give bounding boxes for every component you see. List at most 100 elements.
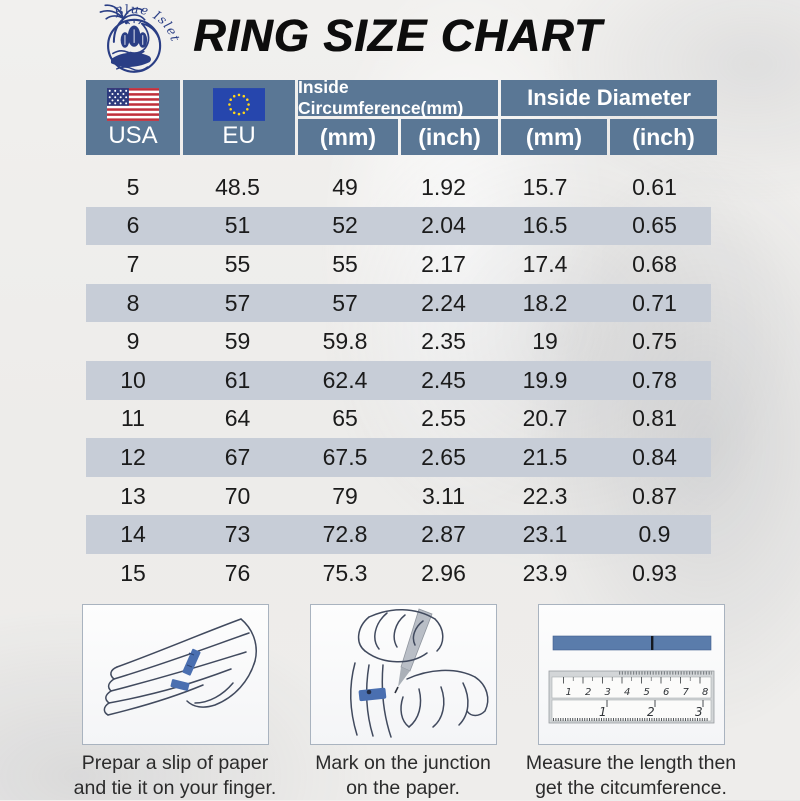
column-header-usa: USA (86, 80, 180, 155)
table-cell: 0.93 (632, 559, 677, 586)
table-cell: 2.24 (395, 283, 492, 323)
instruction-caption-3: Measure the length then get the citcumfe… (516, 751, 746, 801)
table-cell: 11 (121, 405, 145, 432)
table-cell: 16.5 (492, 206, 598, 246)
table-cell: 79 (332, 482, 358, 509)
pen (394, 608, 433, 694)
mark-paper-illustration (349, 608, 489, 738)
group-header-diameter: Inside Diameter (mm) (inch) (501, 80, 717, 155)
column-header-circ-mm: (mm) (298, 119, 398, 155)
table-row: 8 57 57 2.24 18.2 0.71 (86, 283, 711, 323)
table-cell: 14 (86, 515, 180, 554)
table-cell: 0.84 (598, 438, 711, 477)
table-cell: 67.5 (295, 438, 395, 477)
svg-text:1: 1 (599, 705, 607, 719)
table-cell: 2.65 (395, 438, 492, 477)
table-cell: 59.8 (322, 328, 368, 355)
table-cell: 62.4 (295, 360, 395, 400)
svg-text:2: 2 (585, 687, 591, 698)
table-row: 10 61 62.4 2.45 19.9 0.78 (86, 360, 711, 400)
table-cell: 2.35 (421, 328, 466, 355)
table-cell: 13 (120, 482, 146, 509)
instruction-step-1 (82, 604, 269, 745)
column-header-circ-inch: (inch) (401, 119, 498, 155)
table-row: 13 70 79 3.11 22.3 0.87 (86, 477, 711, 516)
table-row: 5 48.5 49 1.92 15.7 0.61 (86, 168, 711, 207)
hand-with-paper-illustration (103, 618, 257, 716)
table-cell: 49 (332, 173, 358, 200)
us-flag-icon (107, 87, 159, 121)
table-row: 11 64 65 2.55 20.7 0.81 (86, 400, 711, 439)
table-cell: 59 (224, 328, 251, 355)
eu-label: EU (222, 121, 256, 149)
table-cell: 3.11 (421, 482, 466, 509)
table-cell: 61 (180, 360, 295, 400)
usa-label: USA (108, 121, 158, 149)
caption-line: and tie it on your finger. (73, 777, 277, 799)
paper-strip-marked (358, 687, 387, 702)
svg-text:2: 2 (647, 705, 655, 719)
table-cell: 65 (332, 405, 358, 432)
table-cell: 2.17 (421, 250, 466, 277)
table-cell: 48.5 (215, 173, 260, 200)
table-cell: 23.1 (492, 515, 598, 554)
table-cell: 19.9 (492, 360, 598, 400)
table-cell: 0.61 (632, 173, 677, 200)
table-cell: 20.7 (522, 405, 568, 432)
table-cell: 51 (180, 206, 295, 246)
eu-flag-icon (213, 87, 265, 121)
instruction-caption-1: Prepar a slip of paper and tie it on you… (60, 751, 290, 801)
table-row: 9 59 59.8 2.35 19 0.75 (86, 322, 711, 361)
svg-text:5: 5 (644, 687, 650, 698)
table-cell: 15.7 (522, 173, 568, 200)
diameter-group-title: Inside Diameter (501, 80, 717, 116)
table-row: 15 76 75.3 2.96 23.9 0.93 (86, 554, 711, 593)
table-cell: 67 (180, 438, 295, 477)
table-cell: 76 (224, 559, 251, 586)
table-cell: 0.78 (598, 360, 711, 400)
table-cell: 0.68 (632, 250, 677, 277)
table-cell: 2.55 (421, 405, 466, 432)
table-cell: 57 (295, 283, 395, 323)
table-cell: 55 (224, 250, 251, 277)
table-cell: 18.2 (492, 283, 598, 323)
table-cell: 21.5 (492, 438, 598, 477)
table-cell: 22.3 (522, 482, 568, 509)
table-row: 14 73 72.8 2.87 23.1 0.9 (86, 515, 711, 554)
column-header-diam-inch: (inch) (610, 119, 717, 155)
size-table-header: USA EU Inside Circumference(mm) (mm) (in… (86, 77, 717, 155)
table-cell: 75.3 (322, 559, 368, 586)
caption-line: Prepar a slip of paper (81, 752, 269, 774)
ruler: 1 2 3 4 5 6 7 8 1 2 3 (548, 670, 715, 724)
table-cell: 70 (224, 482, 251, 509)
table-cell: 2.04 (395, 206, 492, 246)
svg-text:4: 4 (624, 687, 630, 698)
svg-text:3: 3 (695, 705, 703, 719)
group-header-circumference: Inside Circumference(mm) (mm) (inch) (298, 77, 498, 155)
table-cell: 5 (126, 173, 140, 200)
size-table: 5 48.5 49 1.92 15.7 0.61 6 51 52 2.04 16.5 0.65 7 55 5… (86, 168, 711, 593)
ruler-illustration: 1 2 3 4 5 6 7 8 1 2 3 (548, 635, 715, 724)
table-cell: 0.9 (598, 515, 711, 554)
table-cell: 8 (86, 283, 180, 323)
page-title: RING SIZE CHART (193, 10, 603, 61)
table-cell: 0.71 (598, 283, 711, 323)
table-cell: 10 (86, 360, 180, 400)
svg-text:8: 8 (702, 687, 708, 698)
table-cell: 2.96 (421, 559, 466, 586)
svg-text:7: 7 (683, 687, 690, 698)
instruction-caption-2: Mark on the junction on the paper. (288, 751, 518, 801)
table-row: 7 55 55 2.17 17.4 0.68 (86, 245, 711, 284)
table-cell: 19 (532, 328, 558, 355)
svg-text:1: 1 (566, 687, 572, 698)
table-row: 12 67 67.5 2.65 21.5 0.84 (86, 438, 711, 477)
caption-line: Mark on the junction (315, 752, 491, 774)
instruction-step-2 (310, 604, 497, 745)
table-cell: 15 (120, 559, 146, 586)
caption-line: Measure the length then (525, 752, 737, 774)
column-header-diam-mm: (mm) (501, 119, 607, 155)
paper-strip (170, 648, 201, 691)
instruction-step-3: 1 2 3 4 5 6 7 8 1 2 3 (538, 604, 725, 745)
column-header-eu: EU (183, 80, 295, 155)
